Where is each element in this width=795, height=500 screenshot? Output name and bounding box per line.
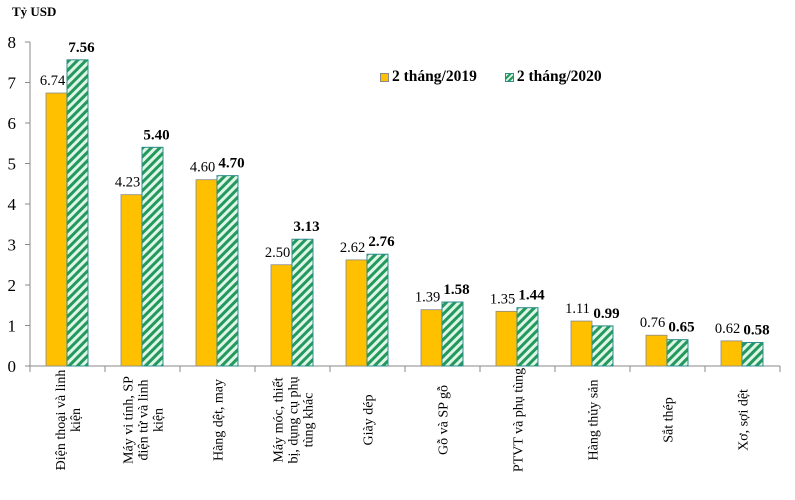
category-label: Điện thoại và linh kiện xyxy=(54,370,84,471)
y-tick-label: 8 xyxy=(8,33,17,52)
bar-2020 xyxy=(216,175,239,367)
bar-2020 xyxy=(516,307,539,367)
legend-swatch-2019 xyxy=(380,72,389,82)
category-label-line: Điện thoại và linh xyxy=(54,370,69,471)
category-label: Hàng dệt, may xyxy=(212,379,227,461)
data-label-2019: 0.62 xyxy=(715,321,740,337)
data-label-2020: 0.99 xyxy=(593,306,619,322)
bar-2020 xyxy=(441,301,464,367)
bar-2020 xyxy=(66,59,89,367)
y-tick-label: 7 xyxy=(8,74,17,93)
legend-label-2019: 2 tháng/2019 xyxy=(392,68,477,85)
data-label-2020: 1.44 xyxy=(518,288,545,304)
bar-2019 xyxy=(570,320,593,367)
category-label-line: Xơ, sợi dệt xyxy=(737,389,752,451)
data-labels: 6.74 7.56 4.23 5.40 4.60 4.70 2.503.13 2.62 2.76… xyxy=(40,40,770,339)
data-label-2020: 7.56 xyxy=(68,40,95,56)
bar-2019 xyxy=(420,309,443,367)
data-label-2019: 2.62 xyxy=(340,240,365,256)
bar-2019 xyxy=(270,264,293,367)
category-label: Hàng thủy sản xyxy=(587,380,602,461)
category-label: Giày dép xyxy=(362,395,377,446)
legend: 2 tháng/2019 2 tháng/2020 xyxy=(380,68,602,86)
y-tick-label: 4 xyxy=(8,195,17,214)
category-label: Gỗ và SP gỗ xyxy=(437,385,452,455)
category-label-line: Sắt thép xyxy=(662,397,677,443)
category-label: Máy vi tính, SP điện tử và linh kiện xyxy=(122,376,167,464)
data-label-2019: 1.11 xyxy=(565,301,590,317)
category-labels: Điện thoại và linh kiện Máy vi tính, SP điệ… xyxy=(54,368,752,472)
y-tick-label: 6 xyxy=(8,114,17,133)
legend-swatch-2020 xyxy=(504,72,514,82)
y-tick-label: 0 xyxy=(8,357,17,376)
bar-2020 xyxy=(591,325,614,367)
data-label-2020: 4.70 xyxy=(218,156,244,172)
category-label-line: Giày dép xyxy=(362,395,377,446)
category-label: Sắt thép xyxy=(662,397,677,443)
legend-label-2020: 2 tháng/2020 xyxy=(516,68,602,85)
category-label-line: bị, dụng cụ phụ xyxy=(287,376,302,463)
bar-2020 xyxy=(366,253,389,367)
legend-item-2019: 2 tháng/2019 xyxy=(380,68,477,86)
bar-2019 xyxy=(45,92,68,367)
category-label-line: Máy vi tính, SP xyxy=(122,376,137,464)
category-label-line: Máy móc, thiết xyxy=(272,377,287,462)
data-label-2020: 5.40 xyxy=(143,127,169,143)
bar-2020 xyxy=(741,342,764,367)
bar-2020 xyxy=(291,238,314,367)
y-tick-label: 5 xyxy=(8,155,17,174)
y-axis-unit-label: Tỷ USD xyxy=(12,4,57,19)
category-label-line: điện tử và linh xyxy=(137,379,152,460)
category-label-line: PTVT và phụ tùng xyxy=(512,368,527,472)
bar-2019 xyxy=(495,310,518,367)
bar-2019 xyxy=(195,179,218,367)
bar-2020 xyxy=(666,339,689,367)
data-label-2019: 4.60 xyxy=(190,160,215,176)
y-tick-label: 3 xyxy=(8,236,17,255)
y-tick-label: 2 xyxy=(8,276,17,295)
data-label-2019: 0.76 xyxy=(640,315,665,331)
data-label-2020: 1.58 xyxy=(443,282,469,298)
data-label-2020: 0.58 xyxy=(743,323,769,339)
data-label-2019: 4.23 xyxy=(115,175,140,191)
category-label-line: tùng khác xyxy=(302,393,317,448)
data-label-2019: 1.39 xyxy=(415,290,440,306)
data-label-2020: 3.13 xyxy=(293,219,319,235)
category-label: PTVT và phụ tùng xyxy=(512,368,527,472)
bar-2019 xyxy=(645,334,668,367)
data-label-2020: 0.65 xyxy=(668,320,694,336)
category-label: Máy móc, thiết bị, dụng cụ phụ tùng khác xyxy=(272,376,317,463)
legend-item-2020: 2 tháng/2020 xyxy=(504,68,602,86)
y-tick-label: 1 xyxy=(8,317,17,336)
data-label-2020: 2.76 xyxy=(368,234,395,250)
data-label-2019: 2.50 xyxy=(265,245,290,261)
data-label-2019: 1.35 xyxy=(490,291,515,307)
category-label-line: Hàng dệt, may xyxy=(212,379,227,461)
category-label-line: kiện xyxy=(69,408,84,432)
bar-2019 xyxy=(120,194,143,367)
bar-2019 xyxy=(720,340,743,367)
bars xyxy=(45,59,764,367)
category-label-line: kiện xyxy=(152,408,167,432)
data-label-2019: 6.74 xyxy=(40,73,66,89)
bar-2020 xyxy=(141,146,164,367)
category-label-line: Hàng thủy sản xyxy=(587,380,602,461)
category-label-line: Gỗ và SP gỗ xyxy=(437,385,452,455)
bar-2019 xyxy=(345,259,368,367)
category-label: Xơ, sợi dệt xyxy=(737,389,752,451)
